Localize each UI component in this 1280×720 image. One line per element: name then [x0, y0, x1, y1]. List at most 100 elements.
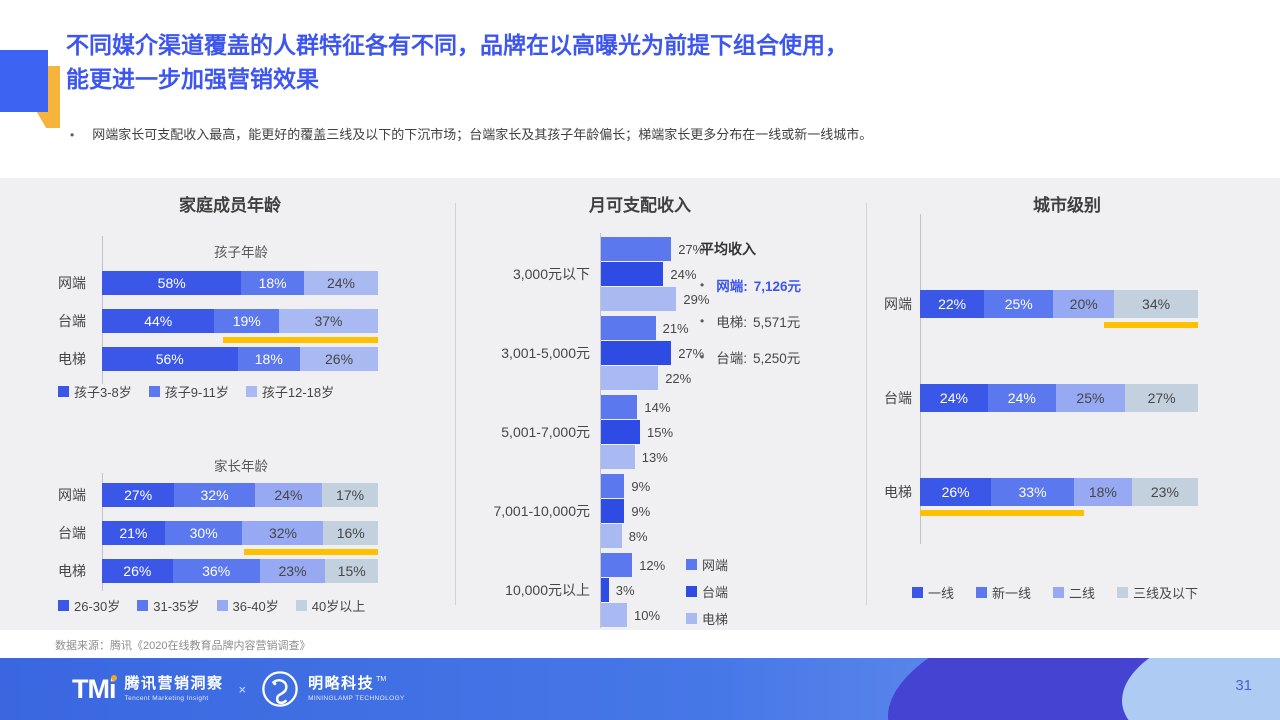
minglue-brand-names: 明略科技 TM MININGLAMP TECHNOLOGY	[308, 676, 405, 702]
minglue-tm-mark: TM	[376, 676, 387, 684]
average-income-item: 台端: 5,250元	[700, 347, 870, 367]
tmi-logo: TMi	[72, 669, 117, 709]
bar-segment: 24%	[303, 271, 379, 295]
legend-swatch-icon	[295, 600, 307, 611]
average-income-label: 台端:	[716, 351, 747, 366]
income-bar	[601, 316, 656, 340]
footer-logos: TMi 腾讯营销洞察 Tencent Marketing Insight × 明…	[72, 669, 405, 709]
average-income-label: 网端:	[716, 279, 748, 294]
summary-bullet-text: 网端家长可支配收入最高，能更好的覆盖三线及以下的下沉市场；台端家长及其孩子年龄偏…	[92, 127, 873, 142]
section-title-family-age: 家庭成员年龄	[179, 196, 281, 215]
income-bar-value: 13%	[641, 449, 668, 465]
bar-segment: 24%	[987, 384, 1056, 412]
legend-item: 台端	[686, 582, 728, 601]
bar-segment: 56%	[102, 347, 238, 371]
stacked-bar: 56% 18% 26%	[102, 347, 378, 371]
row-label: 电梯	[58, 563, 86, 579]
income-bar-value: 10%	[634, 607, 661, 623]
stacked-bar: 24% 24% 25% 27%	[920, 384, 1198, 412]
highlight-underline	[1104, 322, 1198, 328]
row-label: 台端	[58, 313, 86, 329]
income-bar-row: 9%	[601, 499, 650, 523]
legend-item: 孩子9-11岁	[148, 382, 229, 401]
tmi-name-en: Tencent Marketing Insight	[124, 694, 209, 702]
income-bar	[601, 524, 622, 548]
city-tier-legend: 一线 新一线 二线 三线及以下	[912, 583, 1198, 602]
bar-segment: 26%	[300, 347, 378, 371]
income-bar-value: 21%	[662, 320, 689, 336]
legend-item: 36-40岁	[216, 596, 279, 615]
income-bar-group: 27% 24% 29%	[601, 237, 709, 312]
income-bar-row: 24%	[601, 262, 709, 286]
legend-swatch-icon	[245, 386, 257, 397]
page-title-line2: 能更进一步加强营销效果	[66, 66, 319, 92]
bar-segment: 25%	[1055, 384, 1126, 412]
legend-label: 电梯	[702, 612, 729, 627]
income-bar-group: 14% 15% 13%	[601, 395, 673, 470]
bar-segment: 22%	[920, 290, 985, 318]
income-bar	[601, 287, 677, 311]
legend-item: 三线及以下	[1117, 583, 1198, 602]
stacked-bar: 58% 18% 24%	[102, 271, 379, 295]
bar-row: 网端 27% 32% 24% 17%	[58, 483, 378, 507]
income-bar-row: 9%	[601, 474, 650, 498]
legend-label: 40岁以上	[311, 599, 366, 614]
average-income-value: 5,250元	[752, 351, 801, 366]
bar-segment: 37%	[278, 309, 378, 333]
legend-item: 40岁以上	[295, 596, 366, 615]
child-age-chart: 网端 58% 18% 24% 台端 44% 19% 37% 电梯 56% 18% 26%	[58, 271, 379, 371]
axis-line	[600, 233, 601, 628]
parent-age-chart: 网端 27% 32% 24% 17% 台端 21% 30% 32% 16% 电梯 26% 36% 23% 1…	[58, 483, 378, 583]
bar-segment: 24%	[254, 483, 323, 507]
bar-row: 台端 21% 30% 32% 16%	[58, 521, 378, 555]
income-bar-row: 15%	[601, 420, 673, 444]
bar-segment: 25%	[984, 290, 1054, 318]
income-bar	[601, 553, 633, 577]
legend-label: 网端	[702, 558, 729, 573]
footer-decoration-light	[1122, 658, 1280, 720]
income-category-label: 3,000元以下	[512, 266, 590, 282]
average-income-item: 电梯: 5,571元	[700, 311, 870, 331]
highlight-underline	[223, 337, 378, 343]
tmi-logo-dot-icon	[110, 675, 117, 681]
row-label: 网端	[58, 487, 86, 503]
highlight-underline	[244, 549, 378, 555]
legend-swatch-icon	[976, 587, 988, 598]
legend-item: 新一线	[976, 583, 1031, 602]
income-bar-row: 22%	[601, 366, 704, 390]
income-bar-row: 8%	[601, 524, 650, 548]
legend-label: 31-35岁	[153, 599, 200, 614]
income-bar-group: 12% 3% 10%	[601, 553, 665, 628]
legend-item: 电梯	[686, 609, 728, 628]
bar-segment: 34%	[1114, 290, 1198, 318]
row-label: 台端	[58, 525, 86, 541]
income-bar-value: 9%	[631, 503, 651, 519]
legend-item: 26-30岁	[58, 596, 120, 615]
minglue-logo-icon	[262, 671, 298, 707]
income-bar	[601, 445, 635, 469]
income-bar	[601, 395, 638, 419]
section-divider	[455, 203, 456, 605]
legend-swatch-icon	[686, 613, 697, 624]
bar-segment: 27%	[102, 483, 175, 507]
income-bar	[601, 603, 627, 627]
income-chart: 3,000元以下 27% 24% 29% 3,001-5,000元 21% 27% 22% 5,…	[460, 237, 860, 630]
legend-swatch-icon	[912, 587, 923, 598]
average-income-value: 5,571元	[752, 315, 801, 330]
section-title-city-tier: 城市级别	[1033, 196, 1101, 215]
stacked-bar: 44% 19% 37%	[102, 309, 378, 343]
city-tier-chart: 网端 22% 25% 20% 34% 台端 24% 24% 25% 27% 电梯 26% 33% 18% 2…	[862, 290, 1198, 516]
legend-swatch-icon	[58, 386, 69, 397]
income-bar-row: 13%	[601, 445, 673, 469]
bar-segment: 26%	[920, 478, 992, 506]
income-bar-row: 12%	[601, 553, 665, 577]
title-accent-blue	[0, 50, 48, 112]
legend-item: 孩子12-18岁	[245, 382, 334, 401]
legend-swatch-icon	[148, 386, 160, 397]
charts-panel: 家庭成员年龄 月可支配收入 城市级别 孩子年龄 网端 58% 18% 24% 台端 44%…	[0, 178, 1280, 630]
minglue-name-row: 明略科技 TM	[308, 676, 405, 693]
bar-segment: 58%	[102, 271, 242, 295]
legend-label: 孩子3-8岁	[74, 385, 132, 400]
legend-swatch-icon	[1117, 587, 1129, 598]
